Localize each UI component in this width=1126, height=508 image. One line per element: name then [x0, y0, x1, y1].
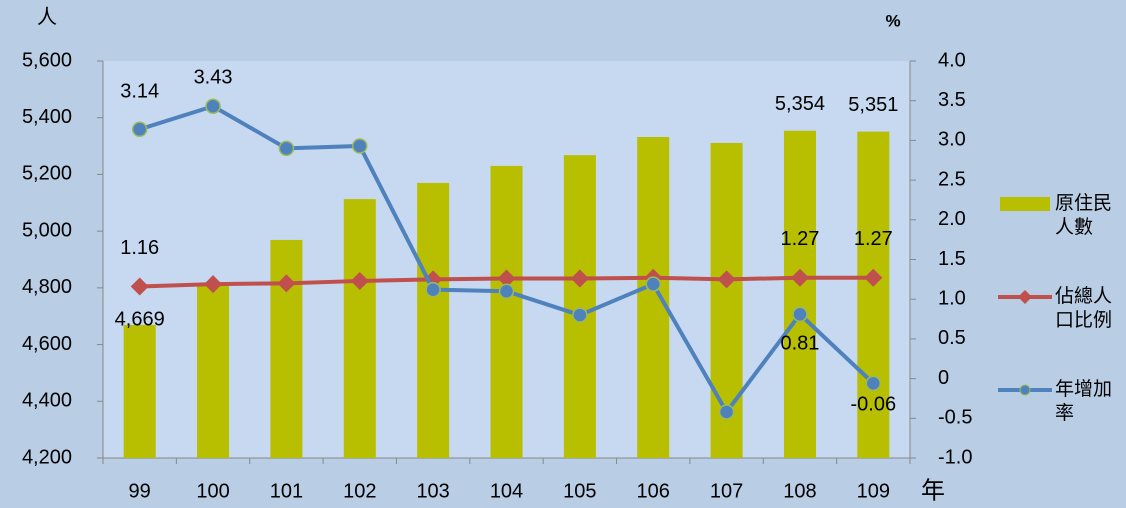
- legend-swatch: [1000, 197, 1050, 211]
- bar: [563, 155, 596, 458]
- x-tick-label: 103: [416, 480, 449, 502]
- x-tick-label: 105: [563, 480, 596, 502]
- y-tick-label: 5,400: [22, 106, 72, 128]
- marker: [277, 274, 296, 293]
- marker: [350, 271, 369, 290]
- x-tick-label: 107: [710, 480, 743, 502]
- marker: [717, 270, 736, 289]
- y-tick-label: 5,600: [22, 49, 72, 71]
- bar: [637, 136, 670, 459]
- x-tick-label: 101: [270, 480, 303, 502]
- y-tick-label: 4,400: [22, 390, 72, 412]
- marker: [570, 269, 589, 288]
- bar: [857, 131, 890, 458]
- y2-tick-label: 2.0: [938, 208, 966, 230]
- y-axis-title: 人: [37, 5, 57, 28]
- data-label: 1.27: [854, 228, 893, 250]
- marker: [352, 138, 368, 154]
- bar: [417, 182, 450, 458]
- data-label: 3.43: [194, 67, 233, 89]
- y2-tick-label: 3.0: [938, 129, 966, 151]
- x-axis-title: 年: [921, 477, 945, 504]
- y2-axis-title: %: [885, 11, 900, 30]
- x-tick-label: 109: [857, 480, 890, 502]
- y2-tick-label: 1.0: [938, 287, 966, 309]
- y2-tick-label: 0: [938, 367, 949, 389]
- data-label: 1.27: [780, 228, 819, 250]
- x-tick-label: 102: [343, 480, 376, 502]
- bar: [343, 199, 376, 458]
- marker: [790, 268, 809, 287]
- y2-tick-label: 4.0: [938, 49, 966, 71]
- data-label: 3.14: [120, 81, 159, 103]
- x-tick-label: 104: [490, 480, 523, 502]
- marker: [205, 98, 221, 115]
- legend-label: 佔總人口比例: [1055, 286, 1113, 331]
- bar: [270, 239, 303, 458]
- data-label: 4,669: [115, 308, 165, 330]
- y2-tick-label: 3.5: [938, 89, 966, 111]
- marker: [425, 281, 441, 298]
- y2-tick-label: -1.0: [938, 446, 972, 468]
- x-tick-label: 106: [637, 480, 670, 502]
- marker: [130, 277, 149, 296]
- marker: [131, 121, 148, 138]
- x-tick-label: 100: [196, 480, 229, 502]
- bar: [490, 165, 523, 458]
- bar: [197, 285, 230, 458]
- y2-tick-label: -0.5: [938, 407, 972, 429]
- y-tick-label: 4,200: [22, 446, 72, 468]
- legend-marker: [1019, 384, 1031, 396]
- y-tick-label: 5,200: [22, 163, 72, 185]
- marker: [864, 268, 883, 287]
- y2-tick-label: 0.5: [938, 327, 966, 349]
- marker: [204, 275, 223, 294]
- x-tick-label: 99: [129, 480, 151, 502]
- y-tick-label: 4,800: [22, 276, 72, 298]
- marker: [792, 306, 808, 323]
- legend-label: 原住民人數: [1055, 193, 1113, 238]
- data-label: 1.16: [120, 237, 159, 259]
- legend-label: 年增加率: [1055, 379, 1113, 424]
- marker: [278, 140, 295, 157]
- marker: [498, 283, 515, 300]
- marker: [865, 375, 882, 392]
- data-label: 0.81: [780, 333, 819, 355]
- y2-tick-label: 1.5: [938, 248, 966, 270]
- y-tick-label: 5,000: [22, 219, 72, 241]
- marker: [645, 276, 661, 292]
- marker: [497, 269, 516, 288]
- bar: [123, 325, 156, 458]
- y2-tick-label: 2.5: [938, 168, 966, 190]
- marker: [718, 404, 735, 420]
- bar: [783, 130, 816, 458]
- data-label: 5,351: [848, 94, 898, 116]
- y-tick-label: 4,600: [22, 333, 72, 355]
- marker: [572, 307, 588, 323]
- data-label: 5,354: [775, 93, 825, 115]
- data-label: -0.06: [851, 394, 897, 416]
- x-tick-label: 108: [783, 480, 816, 502]
- legend-marker: [1018, 290, 1032, 304]
